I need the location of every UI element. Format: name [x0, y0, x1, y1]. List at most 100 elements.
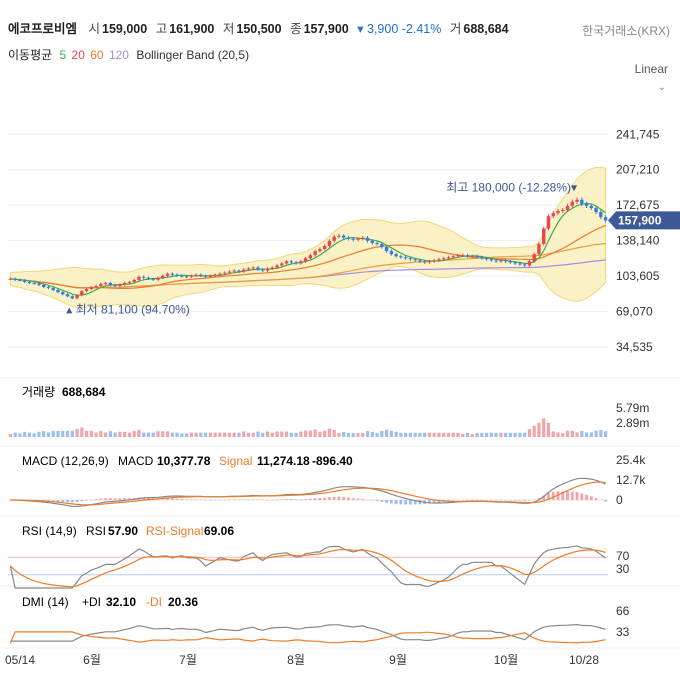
candle-body: [351, 238, 355, 240]
dmi-tick: 33: [616, 625, 630, 639]
candle-body: [584, 203, 589, 206]
volume-bar: [156, 431, 160, 437]
candle-body: [380, 243, 384, 247]
rsi-value: 57.90: [108, 524, 138, 538]
mdi-value: 20.36: [168, 595, 198, 609]
volume-bar: [427, 432, 432, 437]
volume-bar: [456, 432, 460, 437]
volume-bar: [408, 432, 412, 437]
macd-hist-bar: [575, 492, 579, 500]
macd-hist-bar: [451, 500, 455, 501]
candle-body: [94, 286, 98, 288]
volume-bar: [308, 430, 312, 437]
change-value: ▾ 3,900: [357, 22, 399, 36]
macd-hist-bar: [47, 500, 50, 502]
candle-body: [127, 281, 132, 283]
volume-bar: [142, 432, 146, 437]
volume-bar: [432, 432, 436, 437]
macd-hist-bar: [580, 493, 584, 500]
candle-body: [232, 270, 236, 272]
signal-label: Signal: [219, 454, 252, 468]
macd-hist-bar: [161, 498, 165, 500]
macd-hist-bar: [551, 491, 555, 500]
chevron-down-icon[interactable]: ⌄: [657, 82, 666, 93]
macd-hist-bar: [108, 498, 112, 500]
rsi-panel: [8, 545, 608, 589]
ma20-label[interactable]: 20: [71, 48, 85, 62]
scale-selector[interactable]: Linear: [634, 62, 668, 76]
volume-bar: [361, 433, 365, 437]
macd-hist-bar: [537, 497, 541, 500]
macd-hist-bar: [285, 499, 288, 500]
macd-hist-bar: [94, 499, 98, 500]
dmi-tick: 66: [616, 604, 630, 618]
volume-bar: [242, 431, 246, 437]
open-value: 159,000: [102, 22, 148, 36]
date-tick: 9월: [389, 653, 407, 667]
volume-bar: [594, 430, 598, 437]
macd-hist-bar: [213, 500, 217, 501]
macd-hist-bar: [323, 497, 327, 500]
rsi-tick: 70: [616, 549, 630, 563]
ma120-label[interactable]: 120: [108, 48, 129, 62]
candle-body: [422, 261, 427, 263]
volume-bar: [218, 432, 222, 437]
date-tick: 10/28: [569, 653, 599, 667]
macd-hist-bar: [99, 498, 103, 500]
volume-value: 688,684: [463, 22, 509, 36]
rsi-tick: 30: [616, 562, 630, 576]
volume-bar: [480, 432, 484, 437]
macd-hist-bar: [394, 500, 398, 505]
volume-tick: 2.89m: [616, 416, 649, 430]
price-tick: 241,745: [616, 127, 660, 141]
candle-body: [546, 216, 551, 229]
macd-panel: [8, 477, 608, 508]
candle-body: [346, 237, 351, 239]
candle-body: [542, 228, 546, 244]
volume-bar: [94, 432, 98, 437]
candle-body: [294, 262, 298, 264]
candle-body: [203, 275, 208, 277]
macd-hist-bar: [199, 499, 203, 501]
volume-bar: [27, 432, 32, 437]
macd-hist-bar: [85, 500, 88, 501]
macd-hist-bar: [332, 496, 336, 500]
volume-bar: [256, 431, 260, 437]
candle-body: [289, 261, 294, 263]
volume-bar: [208, 432, 212, 437]
candle-body: [356, 238, 360, 240]
candle-body: [161, 275, 165, 278]
ma60-label[interactable]: 60: [90, 48, 104, 62]
close-label: 종: [290, 22, 302, 36]
candle-body: [270, 267, 274, 269]
volume-bar: [380, 430, 384, 437]
macd-hist-bar: [289, 499, 293, 500]
volume-bar: [189, 432, 193, 437]
macd-hist-bar: [70, 500, 74, 503]
low-value: 150,500: [236, 22, 282, 36]
volume-panel-label: 거래량: [22, 385, 55, 399]
rsi-line: [9, 545, 606, 589]
candle-body: [442, 258, 446, 260]
volume-bar: [284, 431, 289, 437]
macd-hist-bar: [294, 499, 298, 500]
volume-bar: [437, 432, 441, 437]
ma5-label[interactable]: 5: [59, 48, 67, 62]
macd-hist-bar: [270, 499, 274, 501]
bollinger-label[interactable]: Bollinger Band (20,5): [136, 48, 250, 62]
candle-body: [370, 240, 374, 243]
macd-hist-value: -896.40: [312, 454, 353, 468]
volume-bar: [394, 431, 398, 437]
volume-bar: [413, 432, 417, 437]
volume-bar: [261, 432, 265, 437]
candle-body: [503, 260, 508, 262]
volume-bar: [404, 432, 408, 437]
volume-bar: [327, 428, 332, 437]
macd-hist-bar: [480, 499, 484, 501]
macd-hist-bar: [385, 500, 388, 503]
volume-bar: [89, 430, 93, 437]
date-tick: 05/14: [5, 653, 35, 667]
candle-body: [308, 255, 313, 259]
macd-hist-bar: [123, 498, 127, 500]
